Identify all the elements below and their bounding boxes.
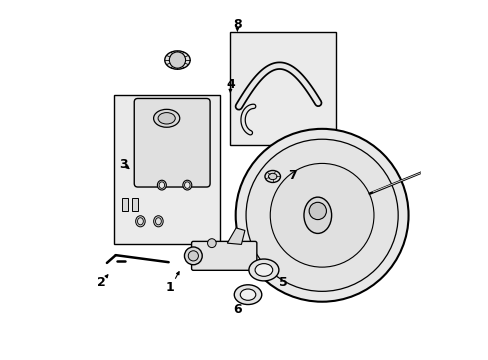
Ellipse shape — [240, 289, 255, 300]
Bar — [132, 198, 138, 211]
Ellipse shape — [155, 218, 161, 225]
Circle shape — [270, 163, 373, 267]
Text: 3: 3 — [119, 158, 128, 171]
Ellipse shape — [164, 51, 190, 69]
Text: 7: 7 — [287, 169, 296, 182]
Ellipse shape — [184, 247, 202, 265]
Ellipse shape — [255, 264, 272, 276]
Bar — [230, 32, 336, 145]
Text: 4: 4 — [225, 78, 234, 91]
Ellipse shape — [207, 239, 216, 248]
Ellipse shape — [135, 216, 145, 227]
Text: 1: 1 — [166, 281, 174, 294]
Ellipse shape — [157, 180, 166, 190]
Ellipse shape — [248, 259, 278, 281]
Ellipse shape — [304, 197, 331, 233]
Ellipse shape — [158, 113, 175, 124]
Text: 5: 5 — [278, 276, 287, 289]
Ellipse shape — [184, 182, 190, 188]
Text: 8: 8 — [233, 18, 241, 31]
Ellipse shape — [153, 109, 180, 127]
Polygon shape — [227, 228, 244, 244]
Circle shape — [245, 139, 397, 291]
Circle shape — [235, 129, 407, 302]
Ellipse shape — [137, 218, 143, 225]
Ellipse shape — [183, 180, 191, 190]
Ellipse shape — [234, 285, 261, 305]
Text: 6: 6 — [233, 303, 241, 316]
Ellipse shape — [188, 251, 198, 261]
Bar — [114, 95, 219, 243]
Circle shape — [308, 202, 326, 220]
FancyBboxPatch shape — [191, 242, 256, 270]
Ellipse shape — [264, 171, 280, 183]
FancyBboxPatch shape — [134, 99, 210, 187]
Ellipse shape — [268, 173, 276, 180]
Circle shape — [169, 52, 185, 68]
Bar — [122, 198, 128, 211]
Ellipse shape — [159, 182, 164, 188]
Ellipse shape — [153, 216, 163, 227]
Text: 2: 2 — [97, 276, 106, 289]
